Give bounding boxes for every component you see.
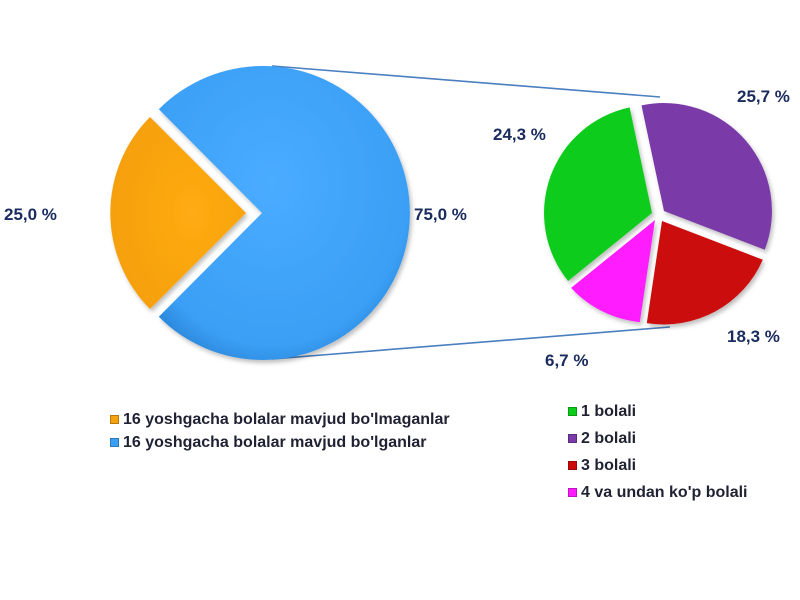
legend-item: 4 va undan ko'p bolali <box>568 479 748 506</box>
pie-slice-4plus-children[interactable] <box>571 220 655 323</box>
pie-slice-3-children[interactable] <box>646 221 763 325</box>
legend-label: 1 bolali <box>581 402 637 420</box>
legend-item: 1 bolali <box>568 398 748 425</box>
legend-label: 3 bolali <box>581 456 637 474</box>
legend-main: 16 yoshgacha bolalar mavjud bo'lmaganlar… <box>110 408 450 454</box>
legend-label: 16 yoshgacha bolalar mavjud bo'lmaganlar <box>123 410 450 428</box>
legend-label: 2 bolali <box>581 429 637 447</box>
label-3-children: 18,3 % <box>727 327 780 346</box>
legend-label: 16 yoshgacha bolalar mavjud bo'lganlar <box>123 433 427 451</box>
legend-sub: 1 bolali 2 bolali 3 bolali 4 va undan ko… <box>568 398 748 506</box>
purple-swatch-icon <box>568 434 577 443</box>
legend-item: 16 yoshgacha bolalar mavjud bo'lmaganlar <box>110 408 450 431</box>
pie-slice-without-children[interactable] <box>110 117 246 309</box>
pie-slice-2-children[interactable] <box>641 103 772 250</box>
green-swatch-icon <box>568 407 577 416</box>
legend-item: 2 bolali <box>568 425 748 452</box>
pie-slice-1-child[interactable] <box>544 107 652 282</box>
legend-item: 3 bolali <box>568 452 748 479</box>
label-with-children: 75,0 % <box>414 205 467 224</box>
red-swatch-icon <box>568 461 577 470</box>
magenta-swatch-icon <box>568 488 577 497</box>
connector-line-bottom <box>271 326 671 360</box>
label-1-child: 24,3 % <box>493 125 546 144</box>
orange-swatch-icon <box>110 415 119 424</box>
label-2-children: 25,7 % <box>737 87 790 106</box>
label-4plus-children: 6,7 % <box>545 351 589 370</box>
pie-slice-with-children[interactable] <box>158 66 410 360</box>
legend-item: 16 yoshgacha bolalar mavjud bo'lganlar <box>110 431 450 454</box>
connector-line-top <box>271 65 661 98</box>
label-without-children: 25,0 % <box>4 205 57 224</box>
blue-swatch-icon <box>110 438 119 447</box>
legend-label: 4 va undan ko'p bolali <box>581 483 748 501</box>
